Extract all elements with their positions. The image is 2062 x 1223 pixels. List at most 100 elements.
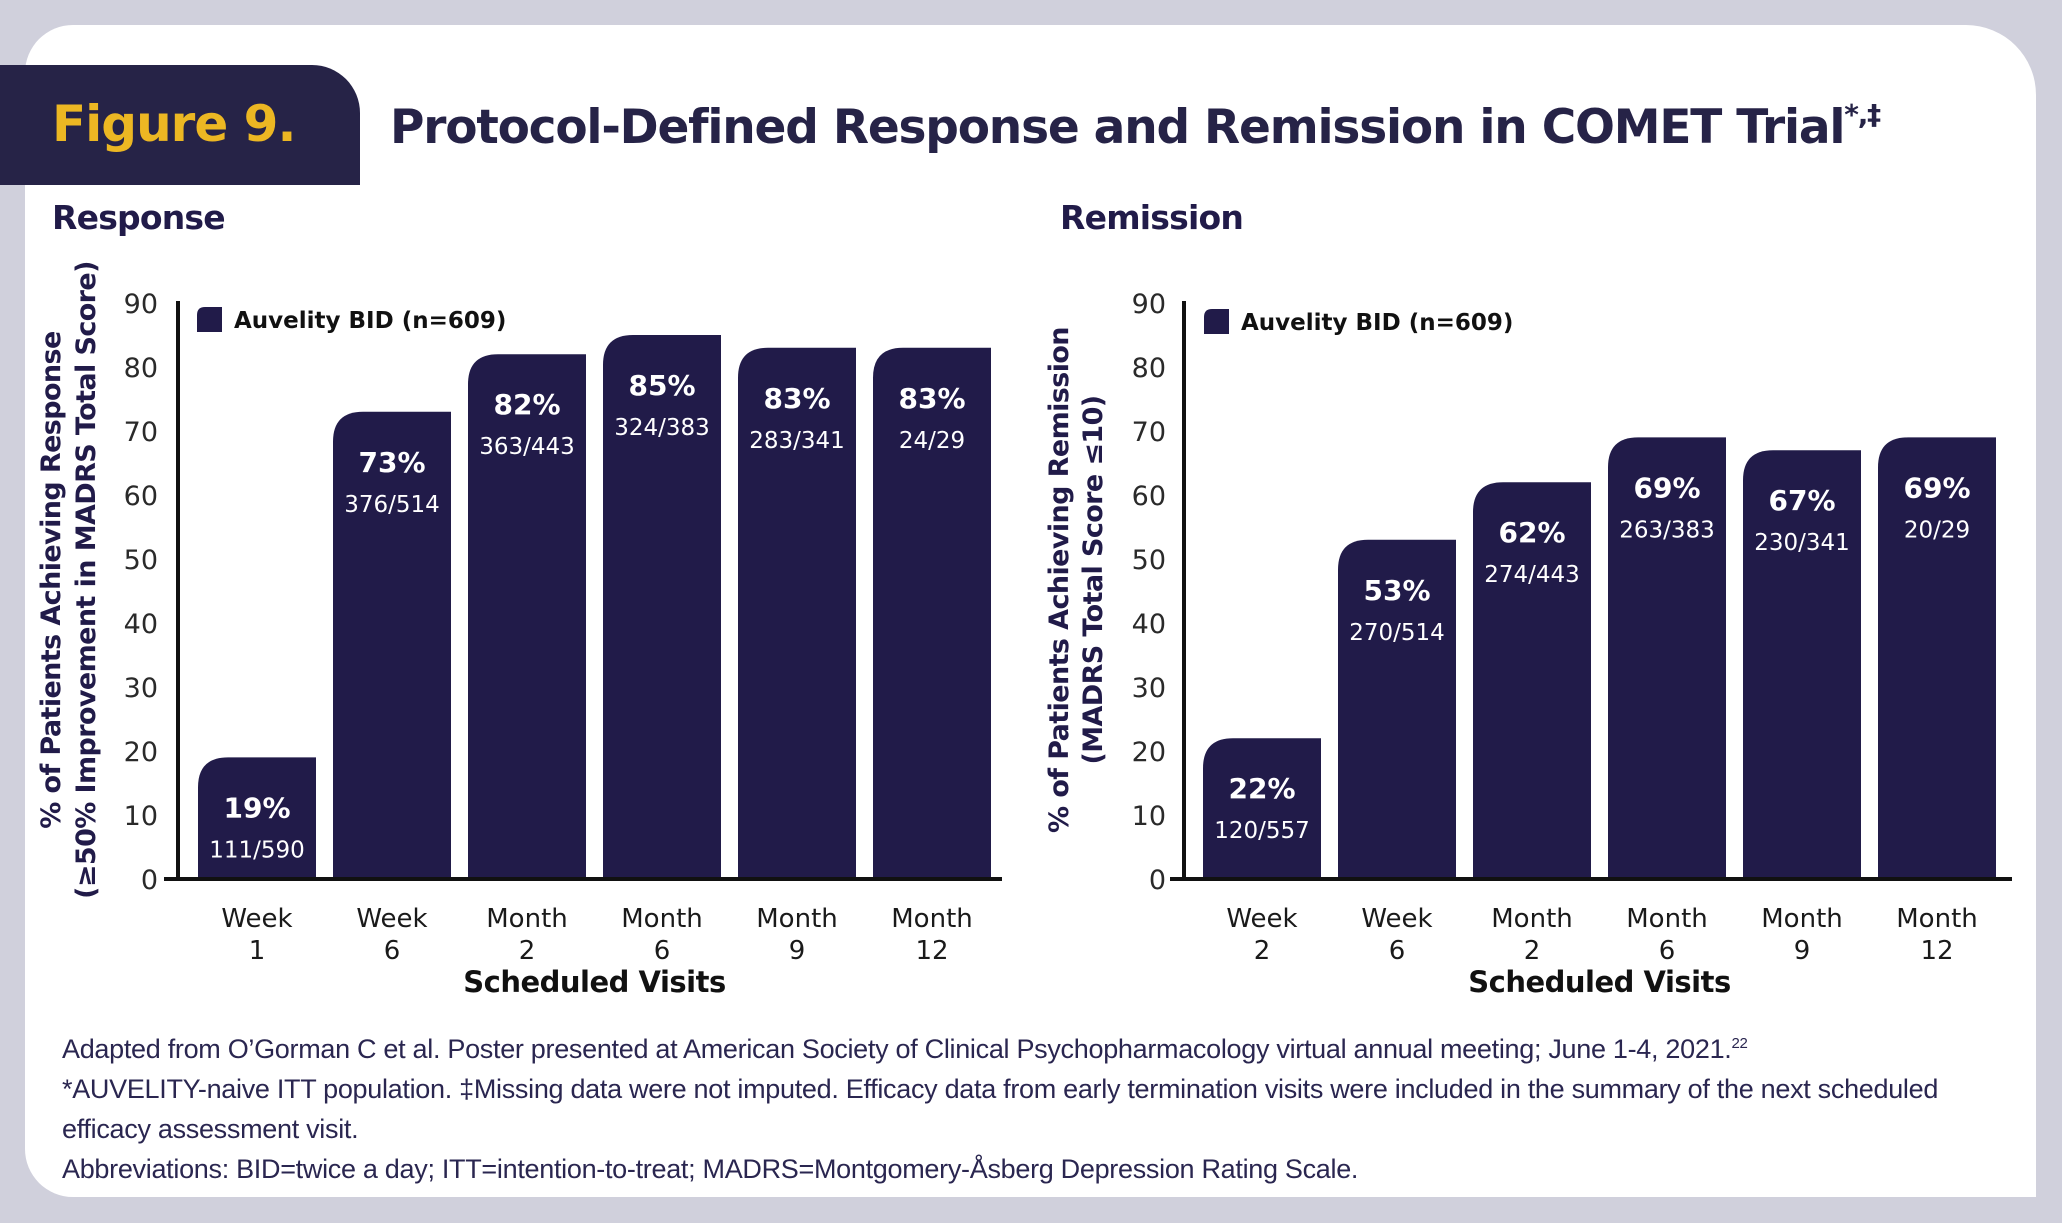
footnote-source-ref: 22	[1731, 1035, 1748, 1052]
y-tick-label: 50	[1132, 545, 1166, 576]
y-tick-label: 30	[1132, 673, 1166, 704]
x-tick-label-line1: Month	[486, 904, 568, 934]
footnote-source: Adapted from O’Gorman C et al. Poster pr…	[62, 1024, 2022, 1069]
bar	[333, 411, 451, 879]
x-tick-label-line1: Month	[1896, 904, 1978, 934]
y-tick-label: 70	[124, 417, 158, 448]
y-axis-title-line2: (≥50% Improvement in MADRS Total Score)	[71, 261, 102, 899]
bar-fraction-label: 270/514	[1349, 620, 1445, 646]
x-tick-label-line2: 6	[654, 936, 671, 966]
bar-fraction-label: 120/557	[1214, 818, 1310, 844]
bar-fraction-label: 283/341	[749, 428, 845, 454]
x-tick-label-line2: 6	[1659, 936, 1676, 966]
y-tick-label: 80	[124, 353, 158, 384]
x-tick-label-line2: 2	[519, 936, 536, 966]
bar-value-label: 73%	[358, 446, 425, 479]
x-tick-label-line1: Week	[1226, 904, 1297, 934]
y-axis-title-line2: (MADRS Total Score ≤10)	[1078, 395, 1109, 764]
bar-value-label: 69%	[1903, 471, 1970, 504]
x-tick-label-line1: Week	[1361, 904, 1432, 934]
x-tick-label-line2: 1	[249, 936, 266, 966]
bar-value-label: 22%	[1228, 772, 1295, 805]
figure-number: Figure 9.	[52, 95, 296, 153]
figure-title-superscript: *,‡	[1844, 98, 1881, 131]
y-tick-label: 40	[1132, 609, 1166, 640]
bar-fraction-label: 111/590	[209, 837, 305, 863]
y-tick-label: 50	[124, 545, 158, 576]
x-tick-label-line2: 2	[1254, 936, 1271, 966]
bar-value-label: 69%	[1633, 471, 1700, 504]
bar-fraction-label: 230/341	[1754, 530, 1850, 556]
bar	[1338, 539, 1456, 879]
bar-value-label: 53%	[1363, 574, 1430, 607]
legend-swatch	[1204, 309, 1229, 334]
x-tick-label-line1: Week	[221, 904, 292, 934]
bar	[873, 347, 991, 879]
bar-fraction-label: 20/29	[1904, 517, 1970, 543]
x-tick-label-line2: 12	[915, 936, 948, 966]
y-tick-label: 30	[124, 673, 158, 704]
y-tick-label: 10	[124, 801, 158, 832]
footnote-abbreviations: Abbreviations: BID=twice a day; ITT=inte…	[62, 1154, 1359, 1184]
x-axis-title: Scheduled Visits	[1468, 965, 1730, 999]
x-tick-label-line1: Month	[1491, 904, 1573, 934]
legend-label: Auvelity BID (n=609)	[1241, 310, 1513, 336]
bar	[1608, 437, 1726, 879]
x-tick-label-line1: Month	[756, 904, 838, 934]
figure-title: Protocol-Defined Response and Remission …	[390, 98, 1881, 155]
x-axis-title: Scheduled Visits	[463, 965, 725, 999]
x-tick-label-line2: 2	[1524, 936, 1541, 966]
figure-badge: Figure 9.	[0, 65, 360, 185]
bar-fraction-label: 324/383	[614, 415, 710, 441]
bar	[1743, 450, 1861, 879]
bar-value-label: 83%	[898, 382, 965, 415]
x-tick-label-line2: 6	[1389, 936, 1406, 966]
y-axis-title-line1: % of Patients Achieving Response	[36, 331, 67, 828]
bar	[468, 354, 586, 879]
y-tick-label: 0	[1149, 865, 1166, 896]
bar-fraction-label: 24/29	[899, 428, 965, 454]
y-tick-label: 80	[1132, 353, 1166, 384]
bar-fraction-label: 274/443	[1484, 562, 1580, 588]
y-tick-label: 20	[124, 737, 158, 768]
y-tick-label: 90	[1132, 289, 1166, 320]
footnote-source-text: Adapted from O’Gorman C et al. Poster pr…	[62, 1034, 1732, 1064]
x-tick-label-line1: Week	[356, 904, 427, 934]
bar-fraction-label: 363/443	[479, 434, 575, 460]
y-axis-title-line1: % of Patients Achieving Remission	[1044, 327, 1075, 833]
y-tick-label: 60	[124, 481, 158, 512]
x-tick-label-line1: Month	[1761, 904, 1843, 934]
bar-fraction-label: 263/383	[1619, 517, 1715, 543]
legend-swatch	[197, 307, 222, 332]
x-tick-label-line2: 12	[1920, 936, 1953, 966]
y-tick-label: 10	[1132, 801, 1166, 832]
x-tick-label-line1: Month	[891, 904, 973, 934]
x-tick-label-line2: 9	[1794, 936, 1811, 966]
y-tick-label: 40	[124, 609, 158, 640]
x-tick-label-line2: 9	[789, 936, 806, 966]
x-tick-label-line1: Month	[621, 904, 703, 934]
bar	[1203, 738, 1321, 879]
bar	[1473, 482, 1591, 879]
bar-value-label: 62%	[1498, 516, 1565, 549]
bar-value-label: 19%	[223, 791, 290, 824]
bar-value-label: 83%	[763, 382, 830, 415]
y-tick-label: 20	[1132, 737, 1166, 768]
footnotes: Adapted from O’Gorman C et al. Poster pr…	[62, 1024, 2022, 1189]
bar-value-label: 85%	[628, 369, 695, 402]
y-tick-label: 70	[1132, 417, 1166, 448]
x-tick-label-line1: Month	[1626, 904, 1708, 934]
bar-value-label: 67%	[1768, 484, 1835, 517]
section-title-response: Response	[52, 198, 226, 237]
y-tick-label: 0	[141, 865, 158, 896]
figure-title-text: Protocol-Defined Response and Remission …	[390, 100, 1845, 155]
bar	[198, 757, 316, 879]
bar	[603, 335, 721, 879]
y-tick-label: 60	[1132, 481, 1166, 512]
y-tick-label: 90	[124, 289, 158, 320]
bar-value-label: 82%	[493, 388, 560, 421]
legend-label: Auvelity BID (n=609)	[234, 308, 506, 334]
bar-fraction-label: 376/514	[344, 492, 440, 518]
bar	[738, 347, 856, 879]
